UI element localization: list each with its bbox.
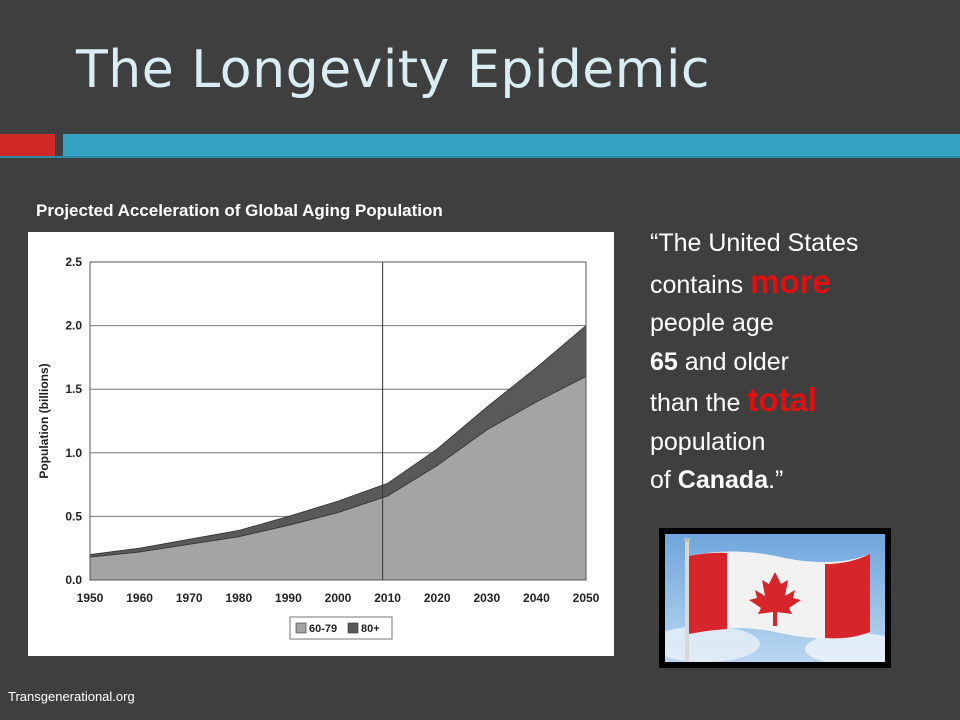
x-tick-label: 2030 <box>473 591 500 605</box>
legend-swatch <box>347 622 359 634</box>
quote-line: “The United States <box>650 229 859 257</box>
x-tick-label: 2000 <box>325 591 352 605</box>
quote-line: than the total <box>650 381 950 423</box>
quote-text: and older <box>677 347 790 376</box>
aging-population-chart: 0.0 0.5 1.0 1.5 2.0 2.5 1950 1960 1970 1980 1990 20… <box>37 255 600 640</box>
quote-country: Canada <box>677 466 769 494</box>
y-tick-label: 1.0 <box>65 446 82 460</box>
quote-line: 65 and older <box>650 343 950 382</box>
quote-line: people age <box>650 309 774 337</box>
x-tick-label: 2040 <box>523 591 550 605</box>
chart-panel: 0.0 0.5 1.0 1.5 2.0 2.5 1950 1960 1970 1980 1990 20… <box>28 232 614 656</box>
canada-flag-photo <box>665 534 885 662</box>
y-tick-label: 0.5 <box>65 509 82 523</box>
x-tick-label: 1950 <box>77 591 104 605</box>
accent-bar-red <box>0 134 55 158</box>
x-tick-label: 2020 <box>424 591 451 605</box>
plot-frame <box>89 261 587 581</box>
quote-highlight-total: total <box>747 381 817 418</box>
accent-bar-blue <box>63 134 960 158</box>
chart-title: Projected Acceleration of Global Aging P… <box>36 201 443 220</box>
y-tick-label: 2.5 <box>65 255 82 269</box>
x-tick-label: 1960 <box>126 591 153 605</box>
accent-bar-underline <box>0 156 960 158</box>
quote-text: of <box>650 466 678 494</box>
quote-text: contains <box>650 270 751 299</box>
y-axis-label: Population (billions) <box>37 363 51 478</box>
y-tick-label: 0.0 <box>65 573 82 587</box>
source-credit: Transgenerational.org <box>8 689 135 704</box>
x-tick-label: 1990 <box>275 591 302 605</box>
quote-text: than the <box>650 389 748 417</box>
quote-block: “The United States contains more people … <box>650 224 950 500</box>
x-tick-label: 1980 <box>225 591 252 605</box>
x-tick-label: 2010 <box>374 591 401 605</box>
x-tick-label: 2050 <box>573 591 600 605</box>
canada-flag-image <box>659 528 891 668</box>
quote-line: of Canada.” <box>650 461 950 500</box>
slide-title: The Longevity Epidemic <box>76 40 710 100</box>
legend-label: 80+ <box>361 623 380 635</box>
y-tick-label: 2.0 <box>65 319 82 333</box>
quote-line: population <box>650 427 766 456</box>
quote-line: contains more <box>650 263 950 305</box>
quote-age: 65 <box>650 347 678 376</box>
x-tick-label: 1970 <box>176 591 203 605</box>
legend-label: 60-79 <box>309 623 337 635</box>
quote-text: .” <box>768 466 784 494</box>
legend-swatch <box>295 622 307 634</box>
legend-box <box>289 616 393 640</box>
y-tick-label: 1.5 <box>65 382 82 396</box>
quote-highlight-more: more <box>750 262 831 300</box>
